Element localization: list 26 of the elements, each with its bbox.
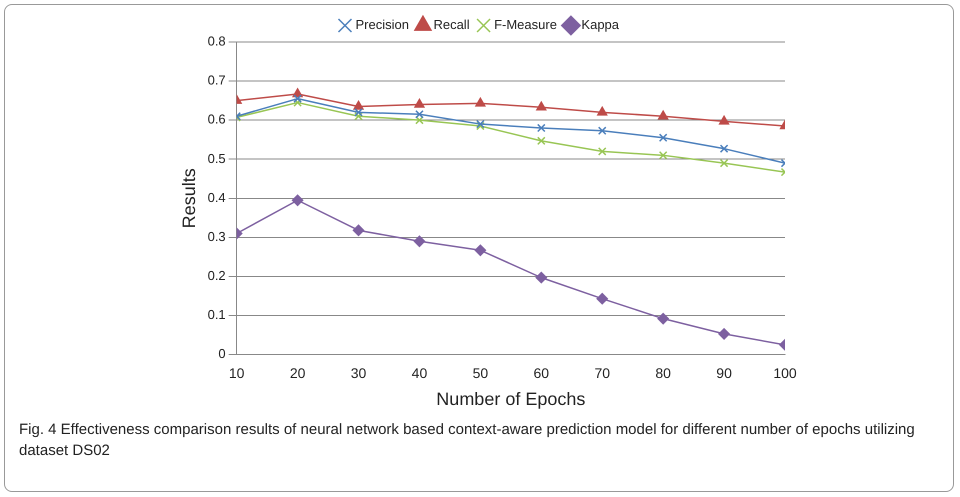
y-tick-label: 0.4 [208,190,226,205]
y-axis-title: Results [178,168,199,228]
caption: Fig. 4 Effectiveness comparison results of neural network based context-aware prediction model for different number of epochs utilizing dataset DS02 [19,420,916,461]
y-tick-label: 0.2 [208,268,226,284]
x-tick-label: 80 [655,364,672,381]
x-tick-label: 60 [534,364,550,381]
legend-label: F-Measure [494,17,557,32]
y-tick-label: 0.5 [208,150,226,166]
x-tick-label: 100 [773,364,797,381]
x-tick-label: 20 [290,364,306,381]
x-tick-label: 10 [228,364,245,381]
y-tick-label: 0.8 [208,34,226,49]
y-tick-label: 0.7 [208,72,226,88]
y-tick-label: 0.6 [208,112,226,127]
x-axis-title: Number of Epochs [436,389,586,410]
y-tick-label: 0 [218,346,226,362]
y-tick-label: 0.3 [208,228,226,244]
x-tick-label: 40 [412,364,428,381]
legend-label: Recall [433,17,470,32]
x-tick-label: 90 [716,364,732,381]
x-tick-label: 30 [350,364,367,381]
legend-label: Precision [355,17,409,32]
x-tick-label: 50 [472,364,488,381]
y-tick-label: 0.1 [208,307,226,322]
legend-label: Kappa [581,17,620,32]
x-tick-label: 70 [594,364,610,381]
